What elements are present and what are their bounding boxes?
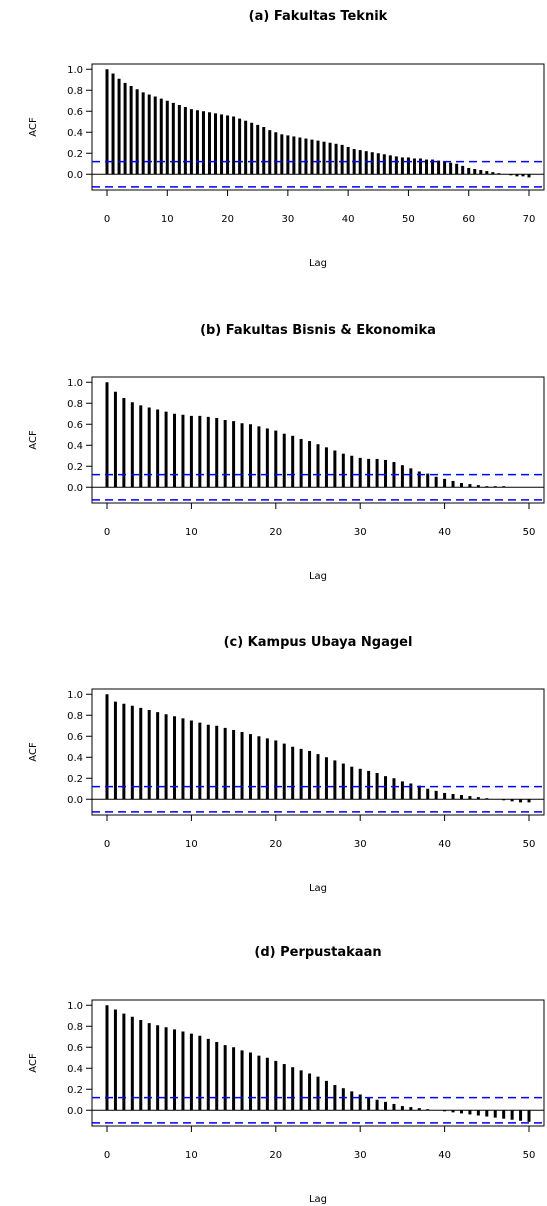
- x-tick-label: 50: [402, 214, 415, 225]
- x-tick-label: 10: [185, 839, 198, 850]
- chart-title: (c) Kampus Ubaya Ngagel: [224, 635, 413, 650]
- x-tick-label: 30: [354, 839, 367, 850]
- y-tick-label: 1.0: [67, 690, 83, 701]
- y-tick-label: 0.0: [67, 1106, 83, 1117]
- y-tick-label: 0.6: [67, 732, 83, 743]
- x-tick-label: 30: [354, 1150, 367, 1161]
- y-axis-label: ACF: [28, 1053, 39, 1073]
- x-tick-label: 50: [523, 839, 536, 850]
- y-tick-label: 0.8: [67, 86, 83, 97]
- x-tick-label: 50: [523, 1150, 536, 1161]
- x-tick-label: 30: [354, 527, 367, 538]
- acf-panel-2: (b) Fakultas Bisnis & Ekonomika 0.0 0.2 0.4…: [28, 323, 545, 582]
- x-tick-label: 0: [104, 527, 110, 538]
- chart-title: (d) Perpustakaan: [254, 945, 381, 960]
- y-axis-label: ACF: [28, 430, 39, 450]
- x-tick-label: 30: [281, 214, 294, 225]
- plot-frame: [91, 688, 545, 816]
- y-tick-label: 0.2: [67, 149, 83, 160]
- x-tick-label: 10: [185, 527, 198, 538]
- y-tick-label: 0.2: [67, 462, 83, 473]
- x-tick-label: 40: [438, 839, 451, 850]
- y-tick-label: 0.8: [67, 399, 83, 410]
- y-tick-label: 0.4: [67, 1064, 83, 1075]
- y-tick-label: 1.0: [67, 1001, 83, 1012]
- x-tick-label: 0: [104, 214, 110, 225]
- y-axis-label: ACF: [28, 117, 39, 137]
- x-tick-label: 70: [523, 214, 536, 225]
- x-tick-label: 20: [269, 527, 282, 538]
- y-tick-label: 0.0: [67, 170, 83, 181]
- acf-panel-3: (c) Kampus Ubaya Ngagel 0.0 0.2 0.4 0.6 0.8 1.…: [28, 635, 545, 894]
- acf-panel-4: (d) Perpustakaan 0.0 0.2 0.4 0.6 0.8 1.0 ACF 0 10…: [28, 945, 545, 1205]
- y-tick-label: 0.8: [67, 711, 83, 722]
- chart-title: (b) Fakultas Bisnis & Ekonomika: [200, 323, 436, 338]
- y-tick-label: 0.2: [67, 774, 83, 785]
- x-tick-label: 20: [269, 1150, 282, 1161]
- y-tick-label: 0.6: [67, 420, 83, 431]
- acf-panel-1: (a) Fakultas Teknik 0.0 0.2 0.4 0.6 0.8 1.0 ACF…: [28, 9, 545, 269]
- x-tick-label: 20: [221, 214, 234, 225]
- x-tick-label: 60: [462, 214, 475, 225]
- y-axis-label: ACF: [28, 742, 39, 762]
- x-tick-label: 50: [523, 527, 536, 538]
- y-tick-label: 0.2: [67, 1085, 83, 1096]
- y-tick-label: 0.0: [67, 483, 83, 494]
- x-tick-label: 40: [342, 214, 355, 225]
- x-tick-label: 10: [161, 214, 174, 225]
- y-tick-label: 0.8: [67, 1022, 83, 1033]
- y-tick-label: 0.6: [67, 1043, 83, 1054]
- plot-frame: [91, 63, 545, 191]
- plot-frame: [91, 376, 545, 504]
- y-tick-label: 0.6: [67, 107, 83, 118]
- y-tick-label: 1.0: [67, 65, 83, 76]
- x-tick-label: 20: [269, 839, 282, 850]
- chart-title: (a) Fakultas Teknik: [249, 9, 388, 24]
- x-axis-label: Lag: [309, 883, 327, 894]
- x-tick-label: 0: [104, 839, 110, 850]
- y-tick-label: 0.4: [67, 128, 83, 139]
- x-tick-label: 40: [438, 1150, 451, 1161]
- y-tick-label: 0.0: [67, 795, 83, 806]
- x-tick-label: 40: [438, 527, 451, 538]
- y-tick-label: 0.4: [67, 753, 83, 764]
- x-axis-label: Lag: [309, 571, 327, 582]
- x-tick-label: 0: [104, 1150, 110, 1161]
- y-tick-label: 0.4: [67, 441, 83, 452]
- plot-frame: [91, 999, 545, 1127]
- y-tick-label: 1.0: [67, 378, 83, 389]
- x-axis-label: Lag: [309, 258, 327, 269]
- x-axis-label: Lag: [309, 1194, 327, 1205]
- x-tick-label: 10: [185, 1150, 198, 1161]
